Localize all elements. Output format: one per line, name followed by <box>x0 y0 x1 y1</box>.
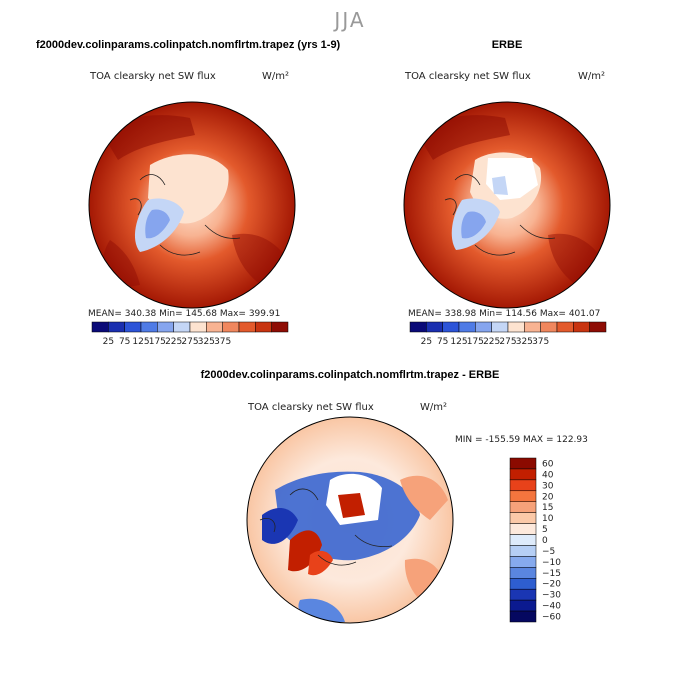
obs-colorbar-tick-label: 225 <box>483 337 500 347</box>
model-colorbar-swatch <box>255 321 272 333</box>
model-colorbar-swatch <box>108 321 125 333</box>
obs-colorbar-swatch <box>475 321 492 333</box>
model-colorbar-tick-label: 125 <box>132 337 149 347</box>
obs-colorbar-swatch <box>426 321 443 333</box>
model-units-label: W/m² <box>262 71 289 82</box>
obs-colorbar-swatch <box>491 321 509 333</box>
model-colorbar-tick-label: 325 <box>198 337 215 347</box>
model-colorbar-tick-label: 175 <box>149 337 166 347</box>
diff-colorbar-swatch <box>509 578 537 590</box>
model-colorbar-swatch <box>140 321 158 333</box>
diff-colorbar-swatch <box>509 468 537 481</box>
diff-colorbar-swatch <box>509 457 537 470</box>
obs-variable-label: TOA clearsky net SW flux <box>404 71 531 82</box>
model-colorbar-swatch <box>157 321 174 333</box>
diff-colorbar-tick-label: 30 <box>542 481 554 491</box>
model-colorbar-swatch <box>189 321 207 333</box>
diff-colorbar-tick-label: −20 <box>542 580 561 590</box>
model-colorbar-swatch <box>91 321 109 333</box>
diff-colorbar-swatch <box>509 567 537 579</box>
diff-colorbar-swatch <box>509 501 537 513</box>
model-colorbar-tick-label: 225 <box>165 337 182 347</box>
diff-colorbar-swatch <box>509 588 537 601</box>
diff-colorbar-swatch <box>509 479 537 492</box>
obs-stats: MEAN= 338.98 Min= 114.56 Max= 401.07 <box>408 309 600 319</box>
diff-colorbar-swatch <box>509 556 537 568</box>
diff-colorbar-tick-label: 60 <box>542 459 554 469</box>
obs-colorbar-tick-label: 325 <box>516 337 533 347</box>
model-colorbar-swatch <box>206 321 223 333</box>
obs-colorbar-swatch <box>573 321 590 333</box>
model-polar-map <box>88 101 296 309</box>
model-colorbar-tick-label: 375 <box>214 337 231 347</box>
obs-colorbar-tick-label: 275 <box>499 337 516 347</box>
obs-colorbar-swatch <box>458 321 476 333</box>
obs-units-label: W/m² <box>578 71 605 82</box>
obs-colorbar-tick-label: 125 <box>450 337 467 347</box>
model-panel-title: f2000dev.colinparams.colinpatch.nomflrtm… <box>36 39 341 51</box>
diff-colorbar-swatch <box>509 599 537 612</box>
model-colorbar-swatch <box>238 321 256 333</box>
obs-colorbar-swatch <box>507 321 525 333</box>
diff-colorbar-tick-label: −30 <box>542 591 561 601</box>
diff-colorbar-swatch <box>509 490 537 502</box>
diff-units-label: W/m² <box>420 402 447 413</box>
obs-colorbar-swatch <box>556 321 574 333</box>
obs-colorbar-swatch <box>409 321 427 333</box>
model-colorbar-tick-label: 75 <box>119 337 130 347</box>
diff-colorbar-tick-label: 10 <box>542 514 554 524</box>
model-colorbar-swatch <box>173 321 191 333</box>
obs-colorbar-swatch <box>524 321 541 333</box>
obs-colorbar-tick-label: 25 <box>421 337 432 347</box>
model-colorbar-tick-label: 275 <box>181 337 198 347</box>
page-title: JJA <box>332 8 365 32</box>
model-variable-label: TOA clearsky net SW flux <box>89 71 216 82</box>
model-colorbar-tick-label: 25 <box>103 337 114 347</box>
diff-stats: MIN = -155.59 MAX = 122.93 <box>455 435 588 445</box>
diff-colorbar-tick-label: −5 <box>542 547 555 557</box>
diff-colorbar-tick-label: 15 <box>542 503 553 513</box>
obs-colorbar-tick-label: 375 <box>532 337 549 347</box>
diff-colorbar-tick-label: −15 <box>542 569 561 579</box>
diff-colorbar-tick-label: −40 <box>542 602 561 612</box>
diff-colorbar-swatch <box>509 545 537 557</box>
diff-colorbar-tick-label: −10 <box>542 558 561 568</box>
obs-colorbar-swatch <box>540 321 558 333</box>
diff-variable-label: TOA clearsky net SW flux <box>247 402 374 413</box>
diff-polar-map <box>246 416 454 624</box>
model-colorbar-swatch <box>124 321 142 333</box>
obs-colorbar-tick-label: 75 <box>437 337 448 347</box>
diff-colorbar-tick-label: 5 <box>542 525 548 535</box>
diff-colorbar-tick-label: 40 <box>542 470 554 480</box>
obs-colorbar: 25 75 125 175 225 275 325 375 <box>409 321 607 347</box>
model-colorbar-swatch <box>271 321 289 333</box>
diff-colorbar-swatch <box>509 512 537 524</box>
obs-colorbar-swatch <box>442 321 460 333</box>
diff-colorbar-swatch <box>509 523 537 535</box>
diff-colorbar-swatch <box>509 534 537 546</box>
obs-colorbar-tick-label: 175 <box>467 337 484 347</box>
obs-colorbar-swatch <box>589 321 607 333</box>
model-colorbar-swatch <box>222 321 240 333</box>
obs-polar-map <box>403 101 611 309</box>
diff-colorbar-tick-label: −60 <box>542 613 561 623</box>
diff-colorbar-swatch <box>509 610 537 623</box>
diff-panel-title: f2000dev.colinparams.colinpatch.nomflrtm… <box>201 369 500 381</box>
model-colorbar: 25 75 125 175 225 275 325 375 <box>91 321 289 347</box>
diff-colorbar-tick-label: 20 <box>542 492 554 502</box>
model-stats: MEAN= 340.38 Min= 145.68 Max= 399.91 <box>88 309 280 319</box>
diff-colorbar-tick-label: 0 <box>542 536 548 546</box>
obs-panel-title: ERBE <box>492 39 523 51</box>
